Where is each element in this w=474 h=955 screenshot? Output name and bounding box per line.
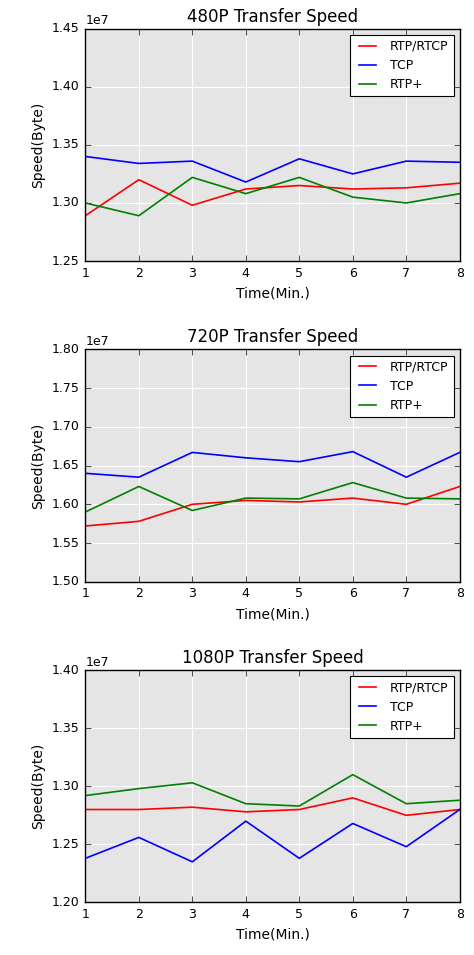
- RTP+: [190, 172, 195, 183]
- X-axis label: Time(Min.): Time(Min.): [236, 286, 310, 301]
- Y-axis label: Speed(Byte): Speed(Byte): [31, 102, 45, 188]
- TCP: [403, 156, 409, 167]
- TCP: [457, 157, 463, 168]
- Line: RTP/RTCP: RTP/RTCP: [85, 486, 460, 526]
- TCP: [403, 841, 409, 853]
- Legend: RTP/RTCP, TCP, RTP+: RTP/RTCP, TCP, RTP+: [350, 35, 454, 96]
- RTP+: [457, 493, 463, 504]
- RTP/RTCP: [243, 495, 249, 506]
- RTP+: [136, 210, 142, 222]
- TCP: [190, 447, 195, 458]
- TCP: [82, 468, 88, 479]
- X-axis label: Time(Min.): Time(Min.): [236, 607, 310, 622]
- RTP/RTCP: [190, 499, 195, 510]
- TCP: [136, 472, 142, 483]
- TCP: [296, 853, 302, 864]
- Line: RTP/RTCP: RTP/RTCP: [85, 797, 460, 816]
- RTP/RTCP: [82, 804, 88, 816]
- RTP+: [350, 769, 356, 780]
- RTP/RTCP: [82, 210, 88, 222]
- Y-axis label: Speed(Byte): Speed(Byte): [31, 743, 45, 829]
- RTP+: [296, 800, 302, 812]
- RTP/RTCP: [136, 516, 142, 527]
- RTP+: [296, 172, 302, 183]
- RTP+: [190, 505, 195, 517]
- Line: RTP+: RTP+: [85, 775, 460, 806]
- RTP/RTCP: [190, 200, 195, 211]
- RTP/RTCP: [350, 792, 356, 803]
- RTP/RTCP: [350, 183, 356, 195]
- TCP: [82, 151, 88, 162]
- RTP+: [243, 493, 249, 504]
- RTP/RTCP: [243, 183, 249, 195]
- RTP+: [457, 795, 463, 806]
- RTP/RTCP: [403, 810, 409, 821]
- TCP: [243, 452, 249, 463]
- RTP+: [82, 790, 88, 801]
- RTP/RTCP: [403, 182, 409, 194]
- RTP/RTCP: [350, 493, 356, 504]
- TCP: [457, 804, 463, 816]
- TCP: [190, 856, 195, 867]
- RTP+: [136, 480, 142, 492]
- RTP/RTCP: [296, 180, 302, 191]
- RTP+: [243, 798, 249, 810]
- RTP+: [403, 493, 409, 504]
- X-axis label: Time(Min.): Time(Min.): [236, 928, 310, 942]
- Title: 1080P Transfer Speed: 1080P Transfer Speed: [182, 649, 364, 668]
- Title: 480P Transfer Speed: 480P Transfer Speed: [187, 8, 358, 26]
- RTP/RTCP: [190, 801, 195, 813]
- RTP+: [296, 493, 302, 504]
- TCP: [457, 447, 463, 458]
- TCP: [350, 446, 356, 457]
- RTP/RTCP: [243, 806, 249, 817]
- Line: RTP/RTCP: RTP/RTCP: [85, 180, 460, 216]
- Legend: RTP/RTCP, TCP, RTP+: RTP/RTCP, TCP, RTP+: [350, 676, 454, 738]
- TCP: [136, 832, 142, 843]
- RTP/RTCP: [403, 499, 409, 510]
- TCP: [350, 817, 356, 829]
- RTP+: [350, 191, 356, 202]
- RTP+: [136, 783, 142, 795]
- TCP: [243, 177, 249, 188]
- RTP+: [403, 198, 409, 209]
- Title: 720P Transfer Speed: 720P Transfer Speed: [187, 329, 358, 347]
- TCP: [136, 158, 142, 169]
- RTP+: [82, 198, 88, 209]
- RTP/RTCP: [136, 804, 142, 816]
- RTP/RTCP: [296, 804, 302, 816]
- RTP+: [190, 777, 195, 789]
- RTP/RTCP: [457, 178, 463, 189]
- RTP+: [457, 188, 463, 200]
- TCP: [403, 472, 409, 483]
- TCP: [296, 153, 302, 164]
- TCP: [190, 156, 195, 167]
- TCP: [82, 853, 88, 864]
- TCP: [243, 816, 249, 827]
- Legend: RTP/RTCP, TCP, RTP+: RTP/RTCP, TCP, RTP+: [350, 355, 454, 417]
- TCP: [350, 168, 356, 180]
- RTP/RTCP: [457, 804, 463, 816]
- RTP/RTCP: [296, 497, 302, 508]
- RTP/RTCP: [82, 520, 88, 532]
- RTP+: [350, 477, 356, 488]
- Line: TCP: TCP: [85, 157, 460, 182]
- Y-axis label: Speed(Byte): Speed(Byte): [31, 422, 45, 509]
- RTP/RTCP: [457, 480, 463, 492]
- Line: TCP: TCP: [85, 452, 460, 478]
- RTP+: [243, 188, 249, 200]
- TCP: [296, 456, 302, 467]
- RTP/RTCP: [136, 174, 142, 185]
- Line: RTP+: RTP+: [85, 178, 460, 216]
- Line: TCP: TCP: [85, 810, 460, 861]
- RTP+: [82, 506, 88, 518]
- Line: RTP+: RTP+: [85, 482, 460, 512]
- RTP+: [403, 798, 409, 810]
